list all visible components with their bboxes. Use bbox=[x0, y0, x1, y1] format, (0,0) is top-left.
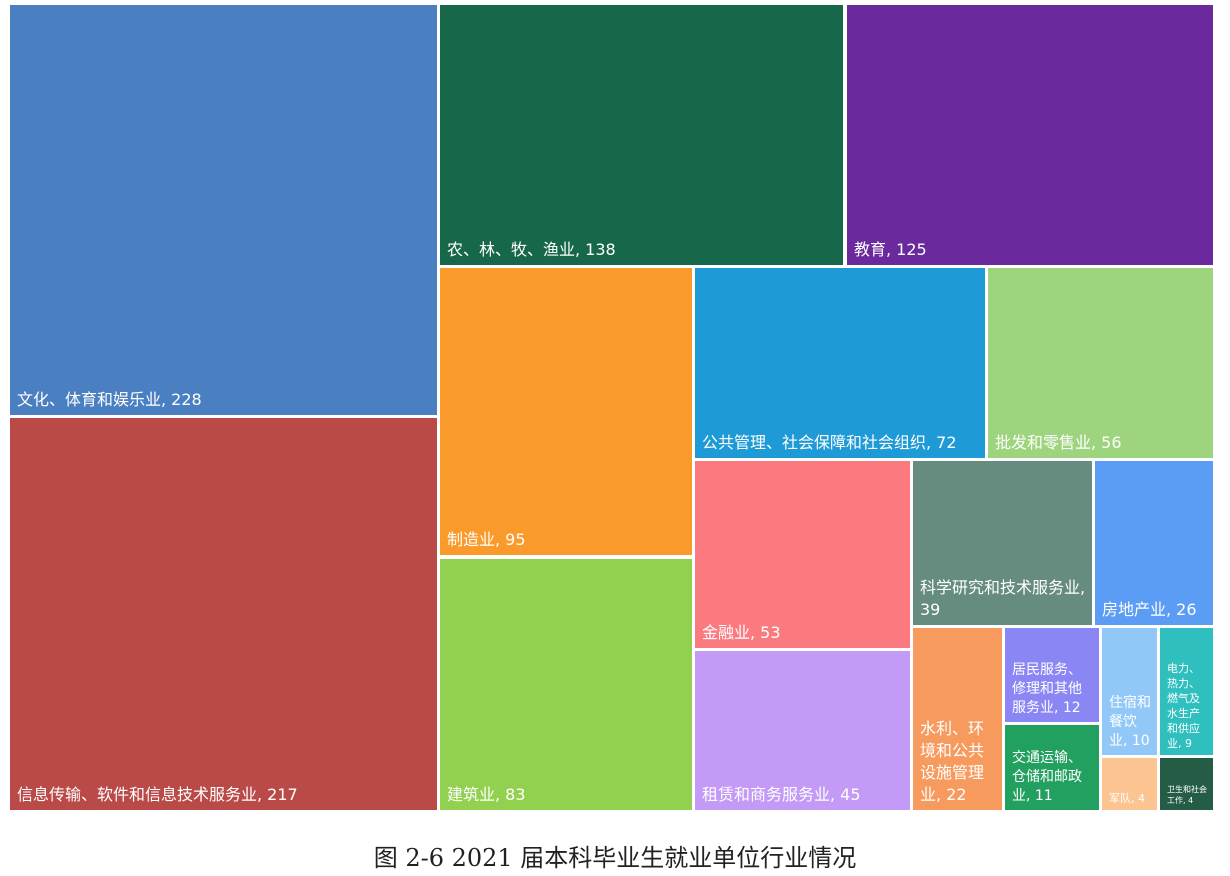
treemap-cell-label: 居民服务、修理和其他服务业, 12 bbox=[1012, 662, 1082, 716]
treemap-cell: 金融业, 53 bbox=[695, 461, 910, 648]
treemap-cell: 制造业, 95 bbox=[440, 268, 692, 555]
treemap-cell-label: 水利、环境和公共设施管理业, 22 bbox=[920, 719, 985, 804]
treemap-cell: 文化、体育和娱乐业, 228 bbox=[10, 5, 437, 415]
treemap-cell-label: 文化、体育和娱乐业, 228 bbox=[17, 390, 202, 409]
treemap-cell-label: 金融业, 53 bbox=[702, 623, 781, 642]
chart-caption: 图 2-6 2021 届本科毕业生就业单位行业情况 bbox=[373, 844, 857, 872]
treemap-cell-label: 军队, 4 bbox=[1109, 792, 1145, 805]
treemap-cell: 农、林、牧、渔业, 138 bbox=[440, 5, 843, 265]
treemap-cell: 信息传输、软件和信息技术服务业, 217 bbox=[10, 418, 437, 810]
treemap-cell-label: 科学研究和技术服务业, 39 bbox=[920, 578, 1086, 619]
treemap-cell: 建筑业, 83 bbox=[440, 559, 692, 810]
treemap-cell-label: 批发和零售业, 56 bbox=[995, 433, 1122, 452]
treemap-cell: 住宿和餐饮业, 10 bbox=[1102, 628, 1157, 755]
treemap-cell: 房地产业, 26 bbox=[1095, 461, 1213, 625]
treemap-cell: 批发和零售业, 56 bbox=[988, 268, 1213, 458]
treemap-cell-label: 房地产业, 26 bbox=[1102, 600, 1197, 619]
treemap-chart: 文化、体育和娱乐业, 228 信息传输、软件和信息技术服务业, 217 农、林、牧、… bbox=[10, 5, 1213, 810]
treemap-cell-label: 卫生和社会工作, 4 bbox=[1167, 785, 1207, 805]
treemap-cell-label: 住宿和餐饮业, 10 bbox=[1109, 695, 1151, 749]
treemap-cell: 教育, 125 bbox=[847, 5, 1213, 265]
treemap-cell-label: 公共管理、社会保障和社会组织, 72 bbox=[702, 433, 957, 452]
treemap-cell-label: 信息传输、软件和信息技术服务业, 217 bbox=[17, 785, 298, 804]
treemap-cell-label: 教育, 125 bbox=[854, 240, 927, 259]
treemap-cell-label: 交通运输、仓储和邮政业, 11 bbox=[1012, 750, 1082, 804]
treemap-cell: 卫生和社会工作, 4 bbox=[1160, 758, 1213, 810]
treemap-cell: 交通运输、仓储和邮政业, 11 bbox=[1005, 725, 1099, 810]
treemap-cell: 水利、环境和公共设施管理业, 22 bbox=[913, 628, 1002, 810]
treemap-cell: 居民服务、修理和其他服务业, 12 bbox=[1005, 628, 1099, 722]
treemap-cell-label: 租赁和商务服务业, 45 bbox=[702, 785, 861, 804]
treemap-cell: 公共管理、社会保障和社会组织, 72 bbox=[695, 268, 985, 458]
treemap-cell-label: 农、林、牧、渔业, 138 bbox=[447, 240, 616, 259]
treemap-cell-label: 电力、热力、燃气及水生产和供应业, 9 bbox=[1167, 662, 1200, 750]
treemap-cell: 科学研究和技术服务业, 39 bbox=[913, 461, 1092, 625]
treemap-cell: 租赁和商务服务业, 45 bbox=[695, 651, 910, 810]
treemap-cell: 军队, 4 bbox=[1102, 758, 1157, 810]
treemap-cell: 电力、热力、燃气及水生产和供应业, 9 bbox=[1160, 628, 1213, 755]
treemap-cell-label: 制造业, 95 bbox=[447, 530, 526, 549]
treemap-cell-label: 建筑业, 83 bbox=[447, 785, 526, 804]
